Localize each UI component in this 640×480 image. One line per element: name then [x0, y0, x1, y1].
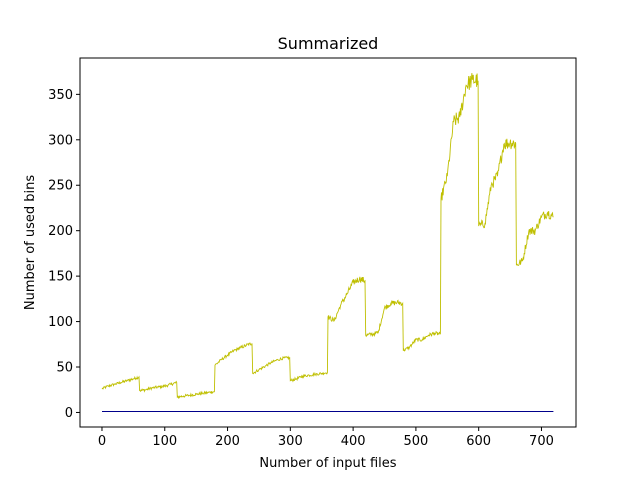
y-axis-label: Number of used bins — [23, 175, 38, 311]
y-tick-label: 200 — [48, 224, 73, 239]
x-tick-label: 0 — [98, 434, 106, 449]
x-tick-label: 300 — [278, 434, 303, 449]
x-tick-label: 700 — [529, 434, 554, 449]
y-tick-label: 350 — [48, 88, 73, 103]
y-tick-label: 100 — [48, 315, 73, 330]
x-tick-label: 200 — [215, 434, 240, 449]
axis-ticks-group: 0 100 200 300 400 500 600 700 0 50 100 150 200 250 300… — [48, 88, 554, 449]
x-tick-label: 100 — [152, 434, 177, 449]
plot-series-group — [101, 73, 554, 412]
y-tick-label: 0 — [65, 406, 73, 421]
series-line-1 — [101, 73, 554, 400]
x-tick-label: 400 — [341, 434, 366, 449]
x-tick-label: 600 — [466, 434, 491, 449]
y-tick-label: 150 — [48, 270, 73, 285]
plot-frame — [79, 57, 577, 428]
x-axis-label: Number of input files — [259, 456, 396, 471]
x-tick-label: 500 — [403, 434, 428, 449]
y-tick-label: 300 — [48, 133, 73, 148]
chart-title: Summarized — [278, 34, 379, 53]
y-tick-label: 250 — [48, 179, 73, 194]
y-tick-label: 50 — [56, 361, 73, 376]
